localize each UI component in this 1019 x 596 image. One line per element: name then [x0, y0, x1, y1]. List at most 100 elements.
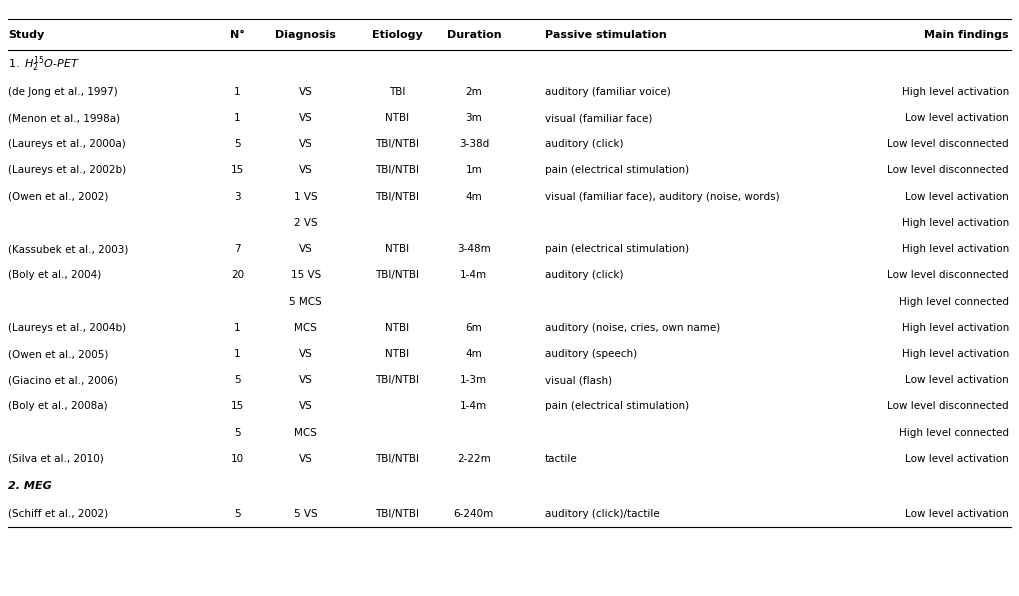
- Text: TBI/NTBI: TBI/NTBI: [375, 139, 420, 149]
- Text: (Owen et al., 2005): (Owen et al., 2005): [8, 349, 109, 359]
- Text: 1: 1: [234, 87, 240, 97]
- Text: 3m: 3m: [466, 113, 482, 123]
- Text: 2-22m: 2-22m: [457, 454, 491, 464]
- Text: Low level activation: Low level activation: [905, 113, 1009, 123]
- Text: TBI/NTBI: TBI/NTBI: [375, 454, 420, 464]
- Text: (de Jong et al., 1997): (de Jong et al., 1997): [8, 87, 118, 97]
- Text: (Schiff et al., 2002): (Schiff et al., 2002): [8, 509, 108, 519]
- Text: 1-4m: 1-4m: [461, 402, 487, 411]
- Text: TBI/NTBI: TBI/NTBI: [375, 375, 420, 385]
- Text: auditory (click)/tactile: auditory (click)/tactile: [545, 509, 660, 519]
- Text: visual (familiar face): visual (familiar face): [545, 113, 652, 123]
- Text: High level activation: High level activation: [902, 218, 1009, 228]
- Text: 3: 3: [234, 192, 240, 201]
- Text: (Boly et al., 2008a): (Boly et al., 2008a): [8, 402, 108, 411]
- Text: (Silva et al., 2010): (Silva et al., 2010): [8, 454, 104, 464]
- Text: 2. MEG: 2. MEG: [8, 482, 52, 491]
- Text: VS: VS: [299, 113, 313, 123]
- Text: 3-38d: 3-38d: [459, 139, 489, 149]
- Text: 5: 5: [234, 139, 240, 149]
- Text: TBI/NTBI: TBI/NTBI: [375, 192, 420, 201]
- Text: 1m: 1m: [466, 166, 482, 175]
- Text: 6m: 6m: [466, 323, 482, 333]
- Text: High level connected: High level connected: [899, 297, 1009, 306]
- Text: Etiology: Etiology: [372, 30, 423, 39]
- Text: 4m: 4m: [466, 349, 482, 359]
- Text: (Owen et al., 2002): (Owen et al., 2002): [8, 192, 109, 201]
- Text: 5: 5: [234, 375, 240, 385]
- Text: NTBI: NTBI: [385, 349, 410, 359]
- Text: TBI/NTBI: TBI/NTBI: [375, 509, 420, 519]
- Text: N°: N°: [230, 30, 245, 39]
- Text: auditory (noise, cries, own name): auditory (noise, cries, own name): [545, 323, 720, 333]
- Text: 1-4m: 1-4m: [461, 271, 487, 280]
- Text: TBI: TBI: [389, 87, 406, 97]
- Text: TBI/NTBI: TBI/NTBI: [375, 166, 420, 175]
- Text: (Laureys et al., 2000a): (Laureys et al., 2000a): [8, 139, 126, 149]
- Text: Low level disconnected: Low level disconnected: [888, 271, 1009, 280]
- Text: visual (flash): visual (flash): [545, 375, 612, 385]
- Text: auditory (click): auditory (click): [545, 139, 624, 149]
- Text: 3-48m: 3-48m: [457, 244, 491, 254]
- Text: 2m: 2m: [466, 87, 482, 97]
- Text: (Giacino et al., 2006): (Giacino et al., 2006): [8, 375, 118, 385]
- Text: 1 VS: 1 VS: [293, 192, 318, 201]
- Text: 6-240m: 6-240m: [453, 509, 494, 519]
- Text: auditory (speech): auditory (speech): [545, 349, 637, 359]
- Text: auditory (familiar voice): auditory (familiar voice): [545, 87, 671, 97]
- Text: (Laureys et al., 2004b): (Laureys et al., 2004b): [8, 323, 126, 333]
- Text: MCS: MCS: [294, 428, 317, 437]
- Text: VS: VS: [299, 244, 313, 254]
- Text: pain (electrical stimulation): pain (electrical stimulation): [545, 166, 689, 175]
- Text: 20: 20: [231, 271, 244, 280]
- Text: 7: 7: [234, 244, 240, 254]
- Text: VS: VS: [299, 402, 313, 411]
- Text: 5: 5: [234, 428, 240, 437]
- Text: Low level activation: Low level activation: [905, 375, 1009, 385]
- Text: Low level disconnected: Low level disconnected: [888, 166, 1009, 175]
- Text: VS: VS: [299, 87, 313, 97]
- Text: tactile: tactile: [545, 454, 578, 464]
- Text: VS: VS: [299, 349, 313, 359]
- Text: NTBI: NTBI: [385, 323, 410, 333]
- Text: High level activation: High level activation: [902, 87, 1009, 97]
- Text: 5: 5: [234, 509, 240, 519]
- Text: Main findings: Main findings: [924, 30, 1009, 39]
- Text: $\mathbf{\mathit{1.\ H_2^{15}O\text{-}PET}}$: $\mathbf{\mathit{1.\ H_2^{15}O\text{-}PE…: [8, 55, 79, 74]
- Text: Diagnosis: Diagnosis: [275, 30, 336, 39]
- Text: High level activation: High level activation: [902, 244, 1009, 254]
- Text: 15: 15: [230, 402, 245, 411]
- Text: Study: Study: [8, 30, 45, 39]
- Text: pain (electrical stimulation): pain (electrical stimulation): [545, 402, 689, 411]
- Text: VS: VS: [299, 139, 313, 149]
- Text: High level activation: High level activation: [902, 323, 1009, 333]
- Text: Passive stimulation: Passive stimulation: [545, 30, 666, 39]
- Text: Low level disconnected: Low level disconnected: [888, 402, 1009, 411]
- Text: 5 MCS: 5 MCS: [289, 297, 322, 306]
- Text: MCS: MCS: [294, 323, 317, 333]
- Text: NTBI: NTBI: [385, 244, 410, 254]
- Text: Low level activation: Low level activation: [905, 192, 1009, 201]
- Text: 15 VS: 15 VS: [290, 271, 321, 280]
- Text: Low level activation: Low level activation: [905, 454, 1009, 464]
- Text: 2 VS: 2 VS: [293, 218, 318, 228]
- Text: VS: VS: [299, 375, 313, 385]
- Text: (Laureys et al., 2002b): (Laureys et al., 2002b): [8, 166, 126, 175]
- Text: visual (familiar face), auditory (noise, words): visual (familiar face), auditory (noise,…: [545, 192, 780, 201]
- Text: 1: 1: [234, 113, 240, 123]
- Text: (Kassubek et al., 2003): (Kassubek et al., 2003): [8, 244, 128, 254]
- Text: High level connected: High level connected: [899, 428, 1009, 437]
- Text: pain (electrical stimulation): pain (electrical stimulation): [545, 244, 689, 254]
- Text: 1-3m: 1-3m: [461, 375, 487, 385]
- Text: auditory (click): auditory (click): [545, 271, 624, 280]
- Text: 5 VS: 5 VS: [293, 509, 318, 519]
- Text: 1: 1: [234, 349, 240, 359]
- Text: TBI/NTBI: TBI/NTBI: [375, 271, 420, 280]
- Text: (Menon et al., 1998a): (Menon et al., 1998a): [8, 113, 120, 123]
- Text: Low level disconnected: Low level disconnected: [888, 139, 1009, 149]
- Text: (Boly et al., 2004): (Boly et al., 2004): [8, 271, 102, 280]
- Text: VS: VS: [299, 454, 313, 464]
- Text: Duration: Duration: [446, 30, 501, 39]
- Text: 10: 10: [231, 454, 244, 464]
- Text: 1: 1: [234, 323, 240, 333]
